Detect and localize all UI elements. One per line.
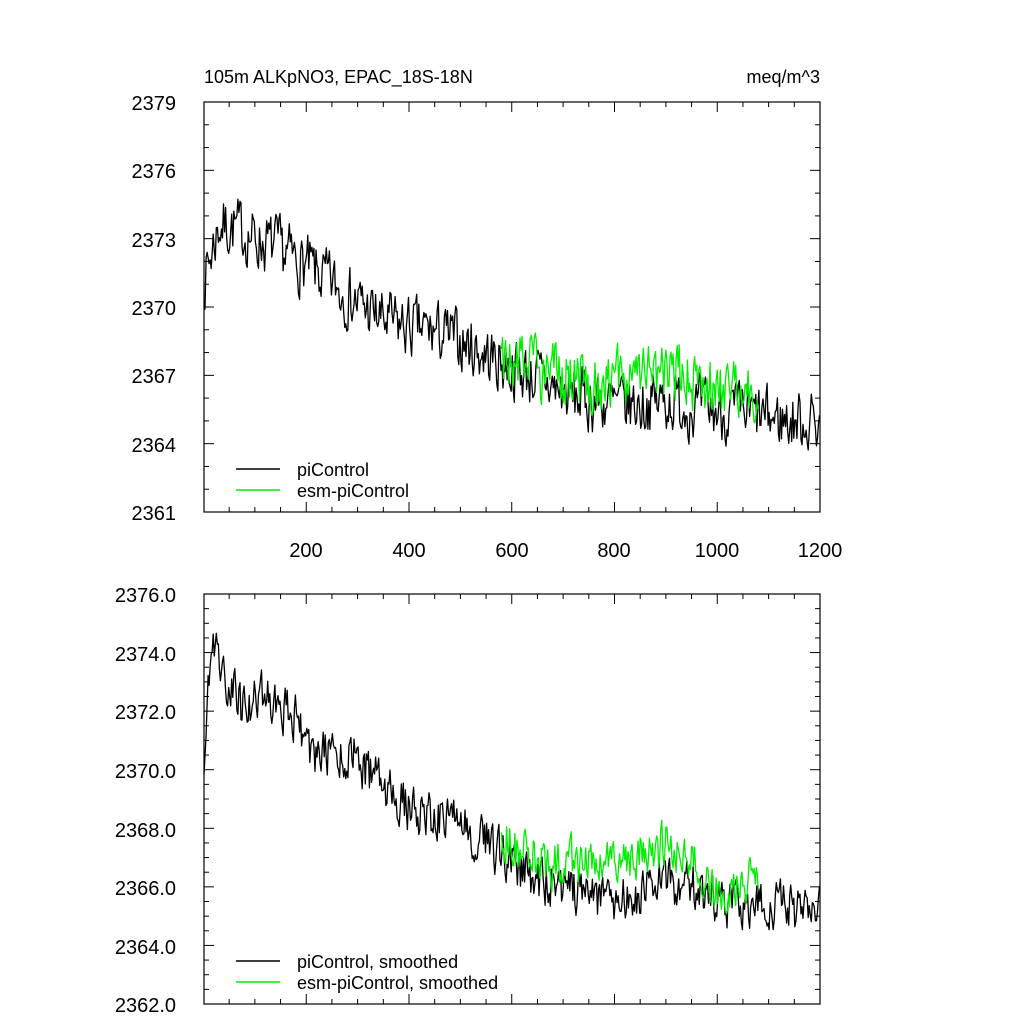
top-legend-label-picontrol: piControl [297, 460, 369, 480]
top-legend: piControl esm-piControl [236, 460, 409, 501]
top-ytick-label: 2361 [132, 503, 177, 525]
bottom-ticks [204, 593, 821, 1005]
top-ytick-label: 2367 [132, 366, 177, 388]
bottom-ytick-label: 2366.0 [115, 878, 176, 900]
top-series-esm-picontrol-line [500, 332, 759, 424]
bottom-ytick-label: 2372.0 [115, 702, 176, 724]
top-ytick-label: 2376 [132, 161, 177, 183]
bottom-ytick-label: 2362.0 [115, 995, 176, 1017]
top-ytick-label: 2364 [132, 435, 177, 457]
bottom-ytick-label: 2364.0 [115, 937, 176, 959]
bottom-ytick-label: 2374.0 [115, 644, 176, 666]
top-xtick-label: 600 [495, 540, 528, 562]
top-ytick-label: 2373 [132, 230, 177, 252]
bottom-panel: 2376.0 2374.0 2372.0 2370.0 2368.0 2366.… [115, 585, 821, 1017]
top-plot-frame [203, 101, 821, 513]
top-plot-lines [203, 198, 821, 451]
bottom-ytick-label: 2376.0 [115, 585, 176, 607]
top-ytick-label: 2379 [132, 93, 177, 115]
top-y-tick-labels: 2379 2376 2373 2370 2367 2364 2361 [132, 93, 177, 525]
top-x-tick-labels: 200 400 600 800 1000 1200 [289, 540, 842, 562]
top-xtick-label: 800 [597, 540, 630, 562]
top-ytick-label: 2370 [132, 298, 177, 320]
bottom-series-esm-picontrol-line [500, 819, 759, 915]
bottom-ytick-label: 2370.0 [115, 761, 176, 783]
bottom-legend-label-picontrol: piControl, smoothed [297, 952, 458, 972]
top-xtick-label: 200 [289, 540, 322, 562]
bottom-series-picontrol-line [203, 632, 821, 931]
top-xtick-label: 1000 [695, 540, 740, 562]
top-title-left: 105m ALKpNO3, EPAC_18S-18N [204, 67, 473, 88]
top-xtick-label: 1200 [798, 540, 843, 562]
bottom-plot-frame [203, 593, 821, 1005]
bottom-plot-lines [203, 632, 821, 931]
bottom-y-tick-labels: 2376.0 2374.0 2372.0 2370.0 2368.0 2366.… [115, 585, 176, 1017]
top-series-picontrol-line [203, 198, 821, 451]
bottom-ytick-label: 2368.0 [115, 820, 176, 842]
top-legend-label-esm: esm-piControl [297, 481, 409, 501]
top-title-right: meq/m^3 [747, 67, 820, 87]
top-xtick-label: 400 [392, 540, 425, 562]
bottom-legend-label-esm: esm-piControl, smoothed [297, 973, 498, 993]
top-panel: 105m ALKpNO3, EPAC_18S-18N meq/m^3 2379 … [132, 67, 843, 562]
bottom-legend: piControl, smoothed esm-piControl, smoot… [236, 952, 498, 993]
top-ticks [204, 101, 821, 513]
